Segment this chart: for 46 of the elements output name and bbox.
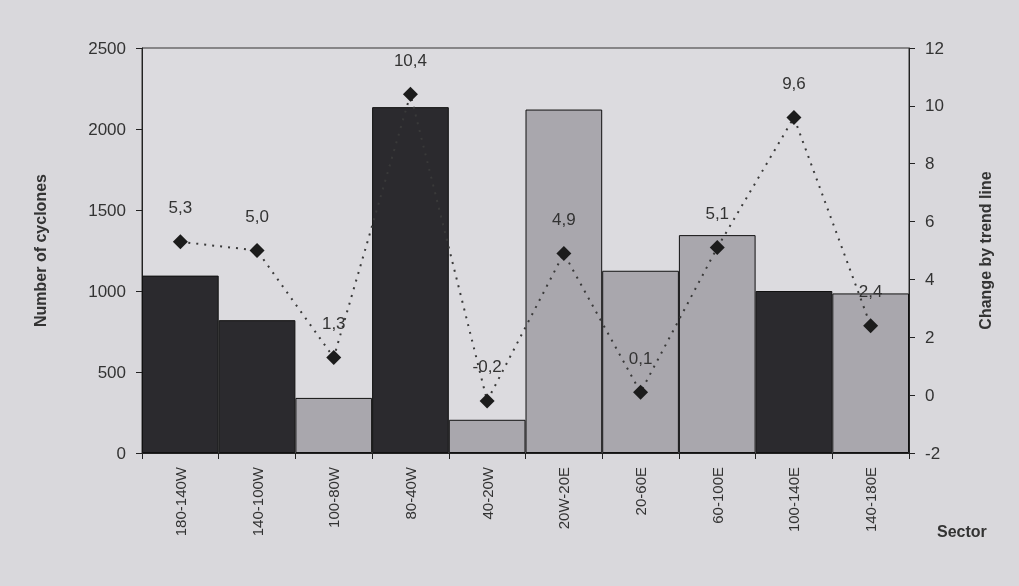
data-label: 5,0: [245, 207, 269, 226]
point: [863, 318, 879, 334]
data-label: 10,4: [393, 50, 427, 70]
y2-tick-label: 10: [925, 96, 944, 116]
point: [556, 245, 572, 261]
y-tick-label: 1500: [88, 200, 126, 220]
x-tick-label: 80-40W: [401, 466, 419, 520]
y-tick-label: 2000: [88, 119, 126, 139]
y2-tick-label: 6: [925, 212, 935, 232]
y-tick-label: 0: [116, 443, 126, 463]
y2-tick-label: 2: [925, 327, 935, 347]
x-tick-label: 140-180E: [862, 467, 880, 533]
y2-tick-label: -2: [925, 443, 941, 463]
point: [479, 393, 495, 409]
point: [633, 384, 649, 400]
data-label: 5,3: [168, 198, 193, 218]
x-tick-label: 100-140E: [785, 467, 803, 533]
y-tick-label: 500: [97, 362, 126, 382]
x-tick-label: 60-100E: [708, 467, 726, 524]
data-label: 0,1: [628, 348, 653, 368]
y-axis-title: Number of cyclones: [31, 173, 49, 327]
y2-tick-label: 8: [925, 154, 935, 174]
point: [709, 240, 725, 256]
point: [402, 86, 418, 102]
point: [786, 109, 802, 125]
x-axis-title: Sector: [937, 522, 987, 540]
data-label: 5,1: [705, 204, 730, 224]
point: [326, 350, 342, 366]
x-tick-label: 180-140W: [171, 466, 189, 537]
data-label: -0,2: [472, 357, 502, 377]
x-tick-label: 40-20W: [478, 466, 496, 520]
data-label: 4,9: [552, 209, 576, 229]
x-tick-label: 20W-20E: [555, 467, 573, 530]
y-tick-label: 1000: [88, 281, 126, 301]
point: [249, 243, 265, 258]
y-tick-label: 2500: [88, 38, 126, 58]
y2-axis-title: Change by trend line: [976, 171, 994, 330]
y2-tick-label: 12: [925, 38, 944, 58]
data-label: 1,3: [321, 314, 346, 334]
x-tick-label: 100-80W: [325, 466, 343, 528]
x-tick-label: 140-100W: [248, 466, 266, 537]
y2-tick-label: 0: [925, 385, 935, 405]
point: [172, 234, 188, 250]
x-tick-label: 20-60E: [632, 467, 650, 516]
data-label: 9,6: [782, 73, 806, 93]
y2-tick-label: 4: [925, 269, 935, 289]
